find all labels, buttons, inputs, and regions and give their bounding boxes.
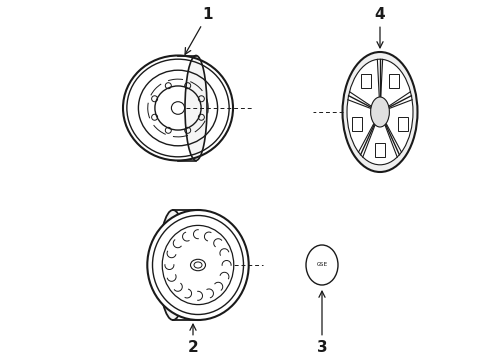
Text: 1: 1	[185, 6, 213, 54]
Ellipse shape	[343, 52, 417, 172]
Text: 4: 4	[375, 6, 385, 48]
Text: 2: 2	[188, 324, 198, 356]
Text: GSE: GSE	[317, 262, 328, 267]
Ellipse shape	[162, 225, 234, 305]
Ellipse shape	[370, 97, 390, 127]
Ellipse shape	[306, 245, 338, 285]
Ellipse shape	[147, 210, 249, 320]
Ellipse shape	[347, 59, 413, 165]
Ellipse shape	[185, 55, 207, 161]
Text: 3: 3	[317, 291, 327, 356]
Ellipse shape	[159, 210, 187, 320]
Ellipse shape	[152, 216, 244, 315]
